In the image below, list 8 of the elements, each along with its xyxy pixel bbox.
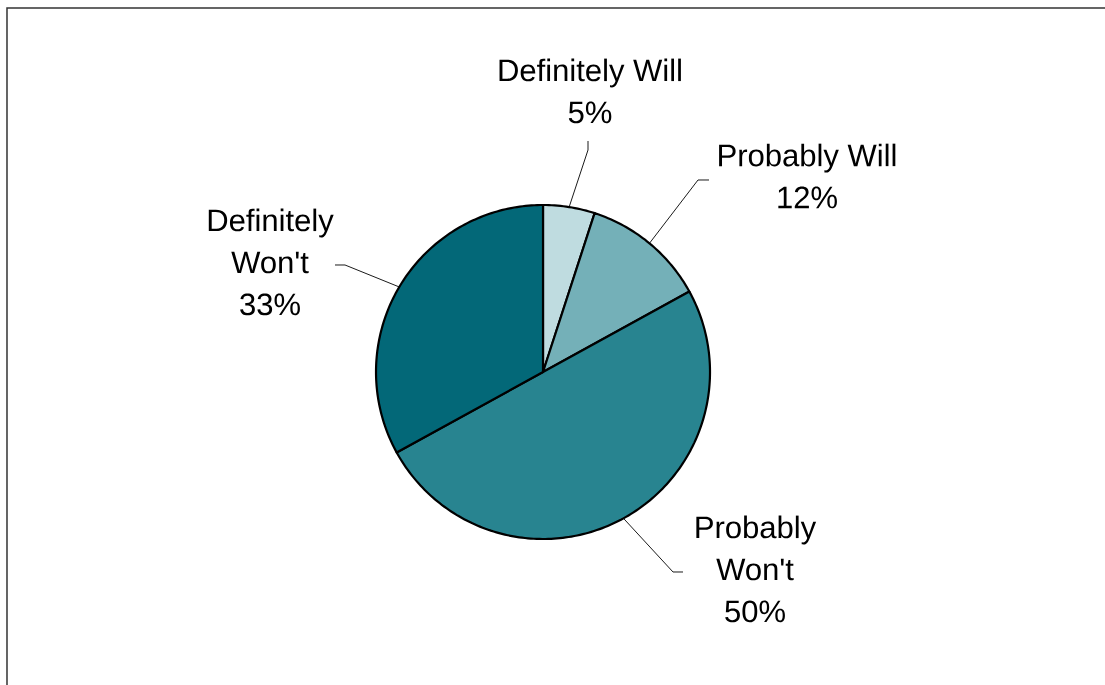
slice-label: Definitely Will bbox=[499, 58, 681, 88]
slice-label: Probably Will bbox=[719, 143, 896, 173]
data-label: 12% bbox=[778, 186, 837, 209]
data-label: 50% bbox=[725, 600, 785, 623]
slice-label: Probably Won't bbox=[696, 515, 817, 581]
data-label: 5% bbox=[568, 101, 612, 124]
slice-label: Definitely Won't bbox=[208, 208, 334, 274]
data-label: 33% bbox=[240, 293, 300, 316]
